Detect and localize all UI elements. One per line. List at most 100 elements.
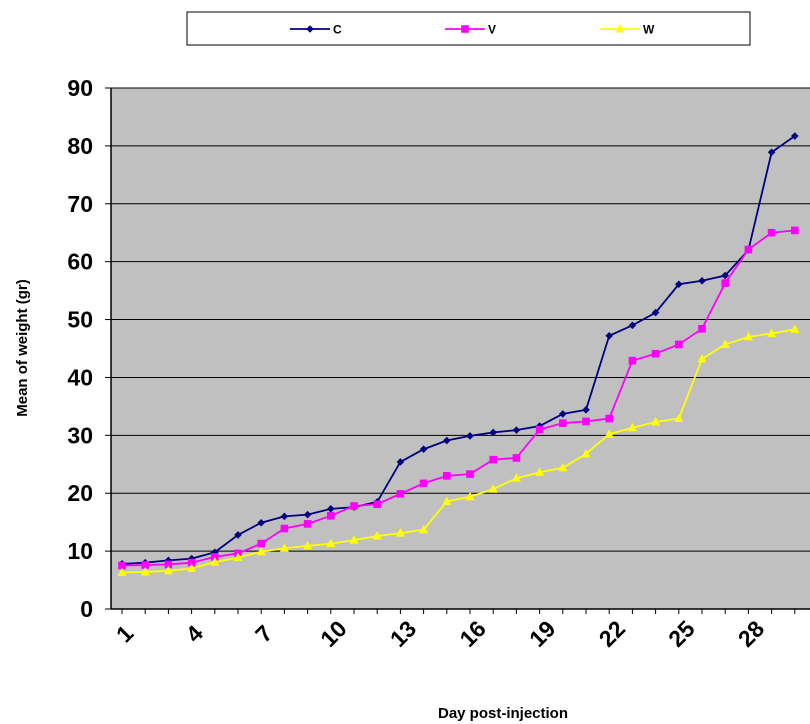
data-point [419,524,429,534]
data-point [419,445,428,454]
series-v [118,226,799,570]
data-point [559,419,567,427]
series-line [121,328,795,574]
legend-item-w: W [600,23,655,37]
series-line [121,229,795,567]
data-point [211,553,219,561]
data-point [349,535,359,544]
data-point [257,518,265,527]
data-point [141,561,149,569]
data-point [581,448,591,458]
data-point [488,484,498,493]
data-point [465,491,475,501]
data-point [280,512,289,521]
data-point [558,462,568,472]
data-point [559,410,567,418]
legend-marker [461,25,469,33]
data-point [117,567,127,577]
data-point [628,321,637,330]
data-point [327,511,335,520]
data-point [419,479,428,488]
data-point [535,467,545,476]
x-tick-label: 22 [594,615,630,651]
data-point [605,414,613,423]
legend-marker [615,24,625,33]
data-point [466,432,474,440]
data-point [651,308,660,317]
data-point [373,500,381,509]
y-tick-label: 10 [67,538,93,564]
data-point [698,276,706,285]
y-tick-label: 0 [80,596,93,622]
data-point [303,540,313,550]
legend-item-c: C [290,23,342,37]
data-point [512,426,521,434]
data-point [675,280,683,289]
data-point [163,565,173,575]
series-line [121,135,796,565]
y-tick-label: 30 [67,422,93,448]
data-point [466,470,474,478]
y-tick-label: 20 [67,480,93,506]
data-point [767,228,776,237]
data-point [303,520,312,528]
data-point [256,546,266,556]
data-point [675,340,683,349]
x-tick-label: 13 [385,615,421,651]
data-point [744,245,753,254]
data-point [604,429,614,438]
data-point [234,531,242,539]
legend-label: W [643,23,655,37]
y-tick-label: 40 [67,364,93,390]
data-point [582,417,590,426]
data-point [326,538,336,548]
x-tick-label: 16 [454,615,490,651]
data-point [627,422,637,432]
data-point [395,528,405,537]
data-point [743,331,753,341]
y-tick-label: 80 [67,133,93,159]
data-point [327,505,335,513]
data-point [489,428,497,437]
data-point [442,496,452,505]
data-point [721,271,729,280]
data-point [372,531,382,540]
data-point [280,524,289,533]
x-tick-label: 10 [315,615,351,651]
data-point [674,413,684,423]
data-point [535,425,544,434]
data-point [790,324,800,333]
data-point [791,226,799,235]
data-point [651,417,661,426]
y-tick-label: 60 [67,249,93,275]
y-tick-label: 90 [67,75,93,101]
legend-item-v: V [445,23,496,37]
data-point [582,406,590,414]
data-point [489,455,497,464]
data-point [791,132,799,140]
data-point [279,543,289,552]
y-axis-title: Mean of weight (gr) [14,279,31,417]
plot-area [111,88,810,609]
legend-label: C [333,23,342,37]
y-tick-label: 50 [67,307,93,333]
data-point [720,339,730,348]
data-point [698,325,706,333]
data-point [628,356,637,365]
axes [105,87,810,614]
data-point [187,558,196,567]
data-point [651,349,660,358]
legend-label: V [488,23,496,37]
data-point [767,148,776,157]
data-point [187,563,197,572]
data-point [605,331,613,340]
y-tick-labels: 0 10 20 30 40 50 60 70 80 90 [67,75,93,622]
data-point [767,328,777,337]
x-tick-label: 7 [250,620,277,647]
data-point [396,490,405,498]
data-point [140,566,150,576]
series-w [117,324,800,577]
data-point [396,458,405,466]
